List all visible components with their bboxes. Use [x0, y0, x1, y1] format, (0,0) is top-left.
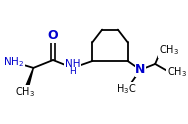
Text: CH$_3$: CH$_3$ [14, 86, 35, 99]
Text: CH$_3$: CH$_3$ [167, 65, 187, 79]
Text: NH$_2$: NH$_2$ [3, 55, 24, 69]
Polygon shape [26, 68, 33, 86]
Text: CH$_3$: CH$_3$ [159, 43, 179, 57]
Text: O: O [48, 29, 58, 42]
Text: NH: NH [65, 59, 80, 69]
Text: N: N [135, 63, 146, 76]
Text: H$_3$C: H$_3$C [116, 83, 136, 96]
Text: H: H [69, 67, 76, 76]
